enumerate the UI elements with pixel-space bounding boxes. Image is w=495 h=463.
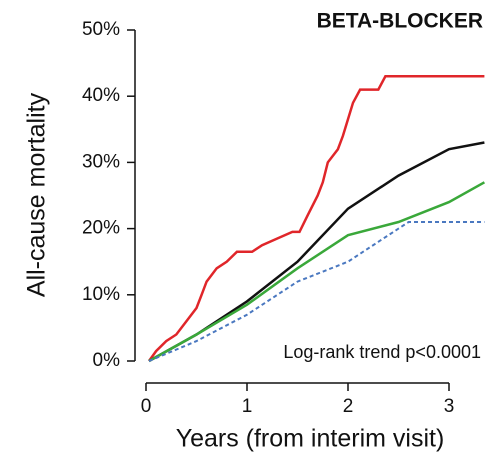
series-line	[147, 75, 485, 362]
x-tick-label: 2	[343, 396, 354, 417]
series-line	[148, 141, 485, 363]
series-line	[148, 181, 486, 363]
y-tick-label: 20%	[82, 218, 120, 239]
y-tick-label: 10%	[82, 284, 120, 305]
y-tick-label: 40%	[82, 85, 120, 106]
x-axis-title: Years (from interim visit)	[176, 425, 445, 453]
x-tick-label: 1	[242, 396, 253, 417]
y-tick-label: 30%	[82, 151, 120, 172]
x-tick-label: 0	[141, 396, 152, 417]
y-axis-title: All-cause mortality	[23, 92, 51, 297]
series-line	[148, 221, 485, 362]
annotation: Log-rank trend p<0.0001	[283, 342, 481, 362]
chart-title: BETA-BLOCKER	[317, 10, 483, 33]
y-tick-label: 50%	[82, 19, 120, 40]
y-tick-label: 0%	[93, 350, 121, 371]
x-tick-label: 3	[444, 396, 455, 417]
